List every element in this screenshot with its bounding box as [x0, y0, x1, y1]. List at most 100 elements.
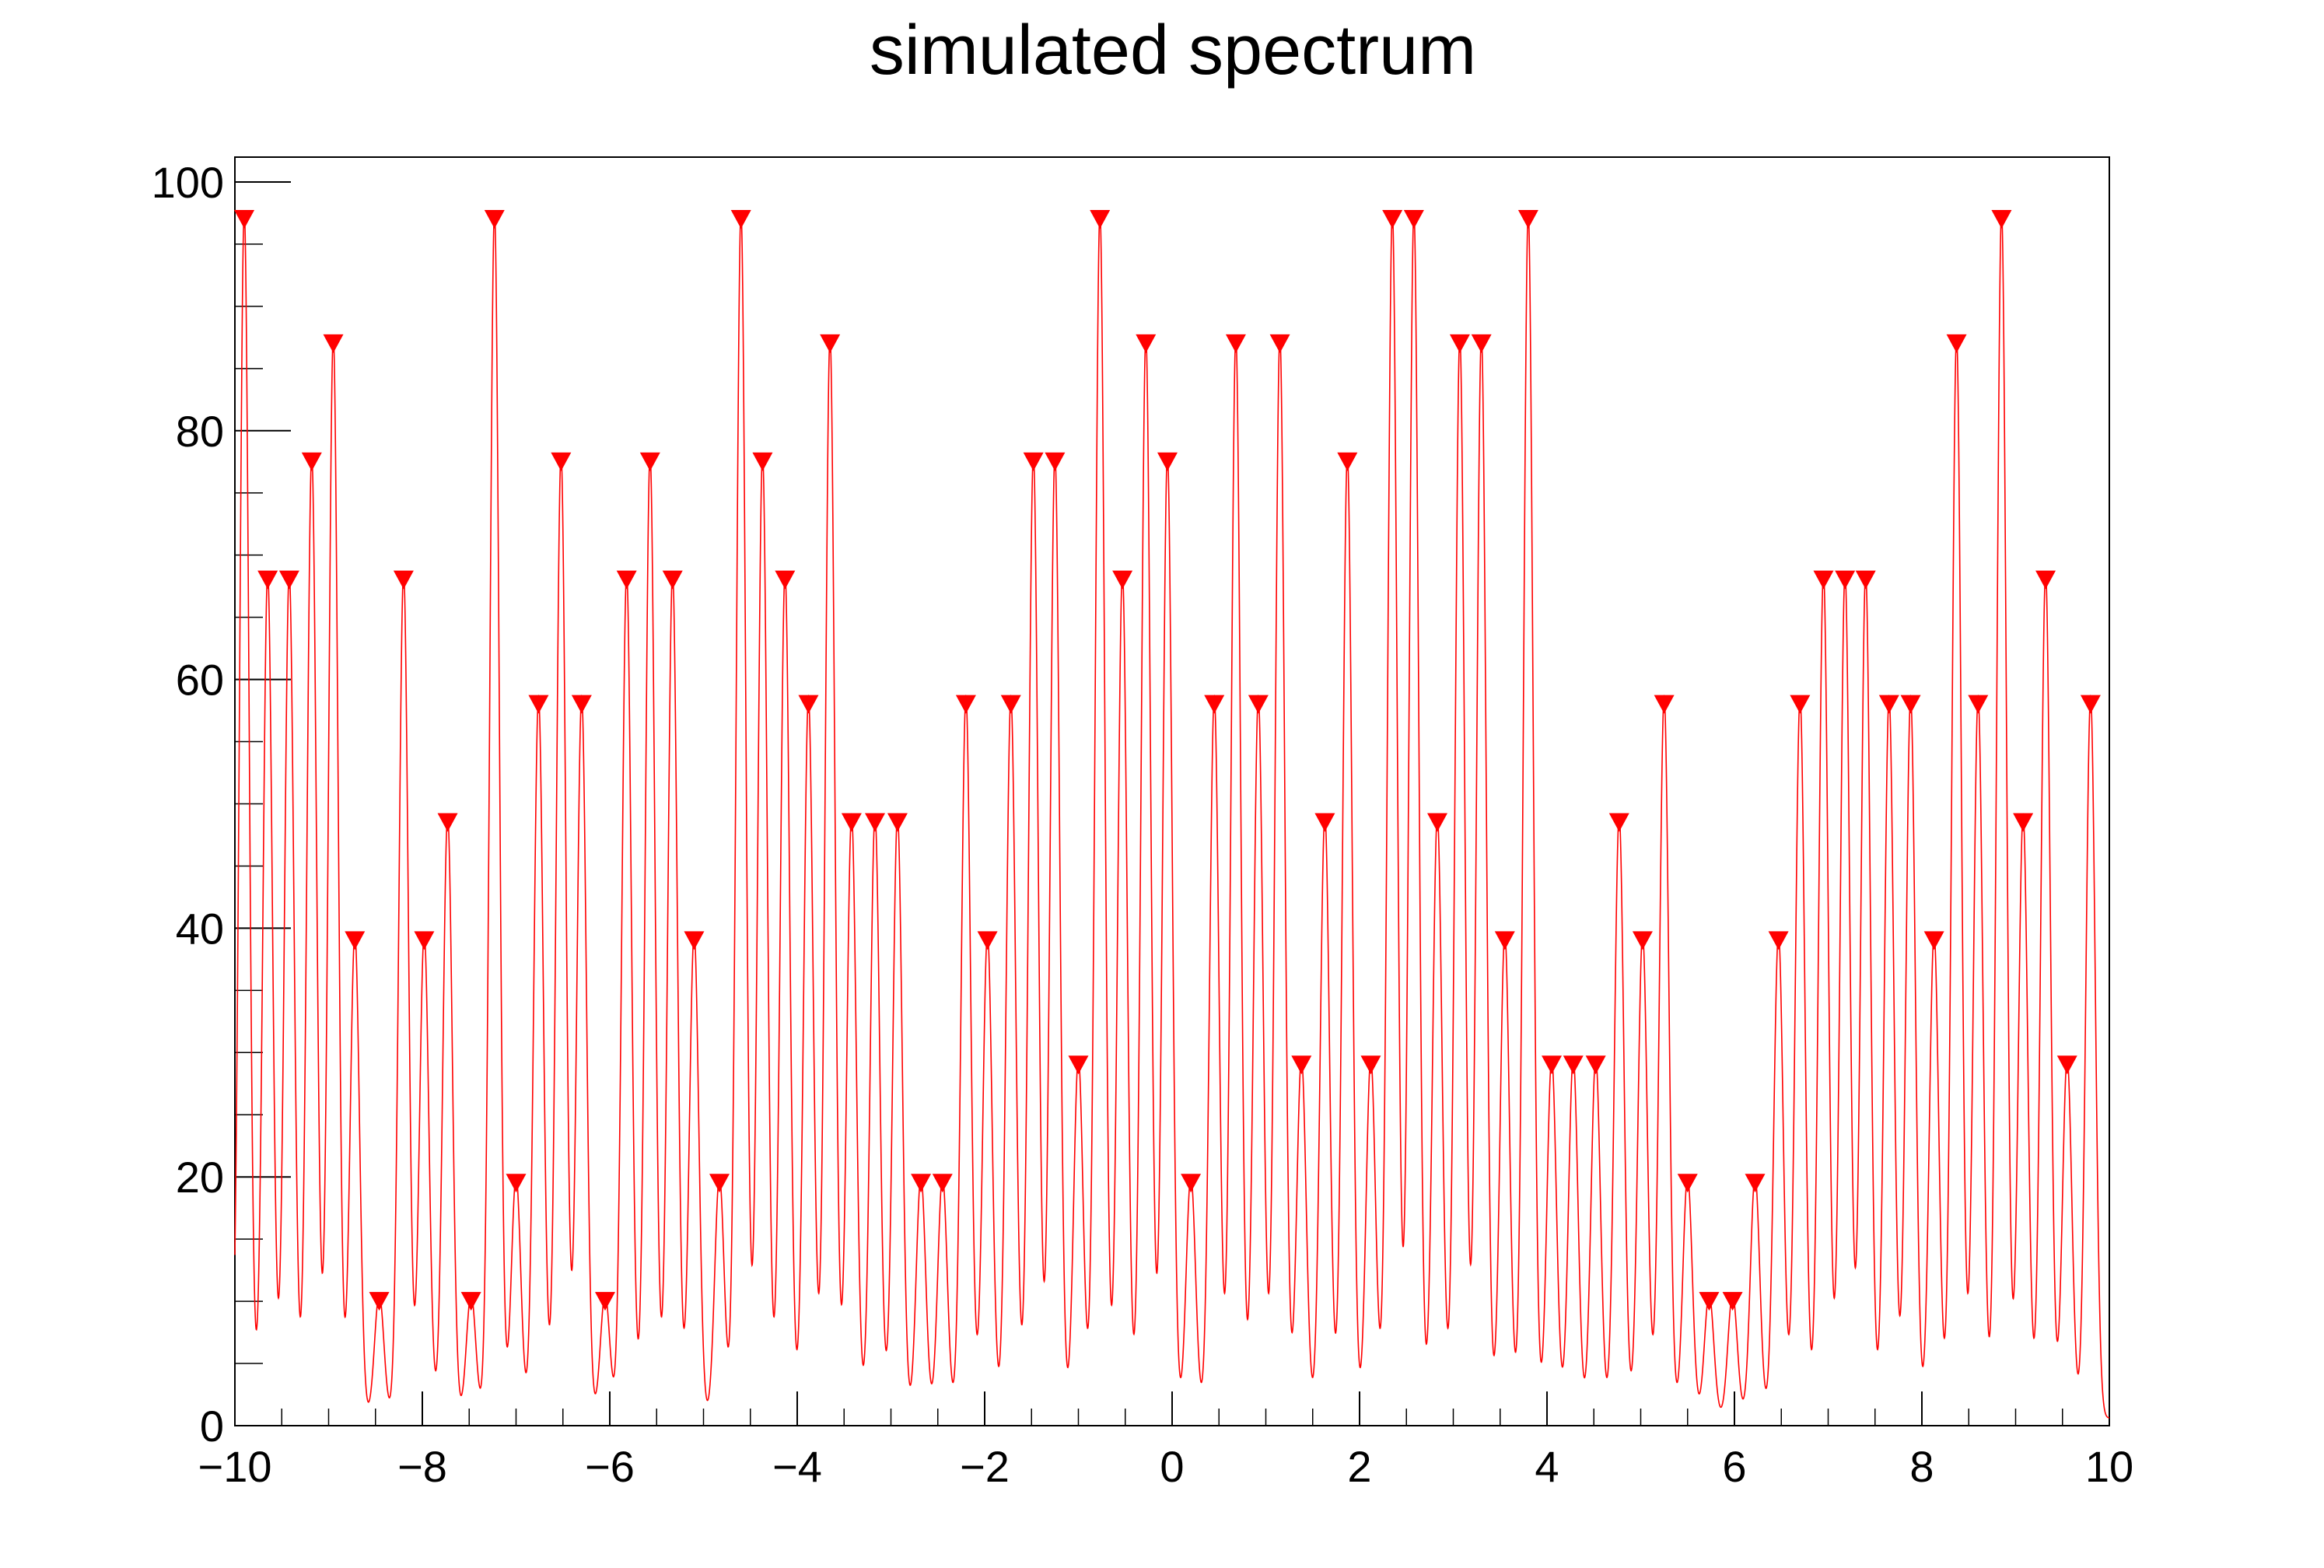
peak-marker — [1449, 334, 1470, 353]
peak-marker — [1090, 209, 1111, 229]
peak-marker — [460, 1292, 481, 1311]
peak-marker — [345, 931, 366, 950]
peak-marker — [616, 570, 637, 590]
x-tick-label: −4 — [772, 1442, 822, 1491]
peak-marker — [1632, 931, 1653, 950]
spectrum-line — [234, 212, 2110, 1419]
peak-marker — [1000, 695, 1021, 714]
peak-marker — [1157, 452, 1178, 471]
peak-marker — [1923, 931, 1944, 950]
peak-marker — [506, 1174, 527, 1193]
peak-marker — [1269, 334, 1290, 353]
peak-marker — [2013, 813, 2034, 832]
peak-marker — [369, 1292, 390, 1311]
peak-marker — [1248, 695, 1269, 714]
x-tick-label: 10 — [2085, 1442, 2133, 1491]
peak-marker — [977, 931, 998, 950]
peak-marker — [1204, 695, 1225, 714]
peak-marker — [323, 334, 344, 353]
y-tick-label: 0 — [200, 1402, 224, 1451]
peak-marker — [571, 695, 592, 714]
y-tick-label: 40 — [176, 904, 224, 953]
peak-marker — [414, 931, 435, 950]
peak-marker — [865, 813, 886, 832]
peak-markers — [234, 209, 2101, 1311]
peak-marker — [1677, 1174, 1698, 1193]
y-tick-label: 100 — [152, 158, 224, 207]
peak-marker — [1768, 931, 1789, 950]
peak-marker — [257, 570, 278, 590]
peak-marker — [1382, 209, 1403, 229]
peak-marker — [1225, 334, 1246, 353]
peak-marker — [484, 209, 505, 229]
peak-marker — [1790, 695, 1811, 714]
peak-marker — [1878, 695, 1899, 714]
peak-marker — [234, 209, 255, 229]
peak-marker — [1314, 813, 1335, 832]
peak-marker — [1181, 1174, 1202, 1193]
peak-marker — [639, 452, 660, 471]
peak-marker — [841, 813, 862, 832]
peak-marker — [2056, 1055, 2077, 1075]
peak-marker — [1835, 570, 1856, 590]
x-tick-label: 6 — [1722, 1442, 1746, 1491]
peak-marker — [1517, 209, 1538, 229]
peak-marker — [551, 452, 572, 471]
peak-marker — [820, 334, 841, 353]
x-tick-label: −2 — [960, 1442, 1010, 1491]
peak-marker — [594, 1292, 615, 1311]
peak-marker — [1608, 813, 1629, 832]
peak-marker — [1045, 452, 1066, 471]
peak-marker — [1068, 1055, 1089, 1075]
peak-marker — [1900, 695, 1921, 714]
chart-title: simulated spectrum — [870, 12, 1476, 89]
peak-marker — [1023, 452, 1044, 471]
peak-marker — [437, 813, 458, 832]
peak-marker — [1563, 1055, 1584, 1075]
x-tick-label: −8 — [397, 1442, 447, 1491]
peak-marker — [932, 1174, 953, 1193]
x-tick-label: −10 — [198, 1442, 272, 1491]
peak-marker — [1136, 334, 1157, 353]
peak-marker — [752, 452, 773, 471]
peak-marker — [1722, 1292, 1743, 1311]
x-tick-label: 8 — [1909, 1442, 1934, 1491]
peak-marker — [1291, 1055, 1312, 1075]
peak-marker — [1991, 209, 2012, 229]
peak-marker — [1813, 570, 1834, 590]
peak-marker — [955, 695, 976, 714]
x-tick-label: 4 — [1535, 1442, 1559, 1491]
peak-marker — [887, 813, 908, 832]
peak-marker — [662, 570, 683, 590]
peak-marker — [1745, 1174, 1766, 1193]
peak-marker — [1471, 334, 1492, 353]
peak-marker — [730, 209, 751, 229]
peak-marker — [393, 570, 414, 590]
peak-marker — [684, 931, 705, 950]
peak-marker — [911, 1174, 932, 1193]
peak-marker — [775, 570, 796, 590]
peak-marker — [1360, 1055, 1381, 1075]
peak-marker — [1494, 931, 1515, 950]
y-tick-label: 60 — [176, 656, 224, 705]
peak-marker — [1968, 695, 1989, 714]
x-tick-label: 2 — [1347, 1442, 1371, 1491]
x-tick-label: 0 — [1160, 1442, 1184, 1491]
peak-marker — [1337, 452, 1358, 471]
y-tick-label: 80 — [176, 407, 224, 456]
peak-marker — [528, 695, 549, 714]
peak-marker — [1699, 1292, 1720, 1311]
peak-marker — [278, 570, 299, 590]
peak-marker — [2080, 695, 2101, 714]
peak-marker — [301, 452, 322, 471]
peak-marker — [709, 1174, 730, 1193]
peak-marker — [798, 695, 819, 714]
y-tick-label: 20 — [176, 1153, 224, 1202]
peak-marker — [1427, 813, 1448, 832]
peak-marker — [1542, 1055, 1563, 1075]
peak-marker — [1585, 1055, 1606, 1075]
peak-marker — [1855, 570, 1876, 590]
peak-marker — [2035, 570, 2056, 590]
